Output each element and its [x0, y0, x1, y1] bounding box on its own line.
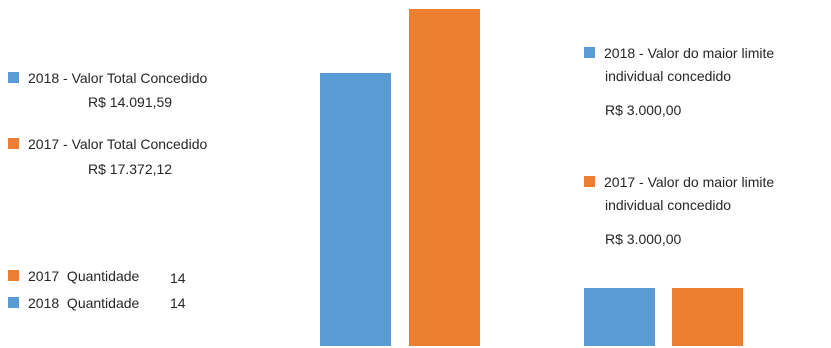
legend-swatch-2017 — [8, 138, 19, 149]
legend-item-qty-2017: 2017 Quantidade — [8, 266, 139, 286]
qty-2018-value: 14 — [170, 295, 186, 311]
legend-swatch-2018 — [8, 297, 19, 308]
legend-swatch-2017 — [8, 270, 19, 281]
legend-item-limit-2017: 2017 - Valor do maior limite — [584, 172, 774, 192]
legend-item-qty-2018: 2018 Quantidade — [8, 293, 139, 313]
legend-label-qty-2018: 2018 Quantidade — [28, 295, 140, 311]
legend-item-total-2017: 2017 - Valor Total Concedido — [8, 134, 207, 154]
legend-label-limit-2018-line2: individual concedido — [605, 68, 732, 84]
bar-total-2018 — [320, 73, 391, 346]
legend-item-total-2018: 2018 - Valor Total Concedido — [8, 68, 207, 88]
legend-swatch-2018 — [584, 47, 595, 58]
legend-label-total-2017: 2017 - Valor Total Concedido — [28, 136, 208, 152]
limit-2018-value: R$ 3.000,00 — [605, 102, 682, 118]
legend-item-limit-2018: 2018 - Valor do maior limite — [584, 43, 774, 63]
legend-label-qty-2017: 2017 Quantidade — [28, 268, 140, 284]
bar-limit-2018 — [584, 288, 655, 346]
legend-label-limit-2018-line1: 2018 - Valor do maior limite — [604, 45, 775, 61]
legend-swatch-2018 — [8, 72, 19, 83]
limit-2017-value: R$ 3.000,00 — [605, 231, 682, 247]
legend-label-limit-2017-line1: 2017 - Valor do maior limite — [604, 174, 775, 190]
legend-label-total-2018: 2018 - Valor Total Concedido — [28, 70, 208, 86]
legend-label-limit-2017-line2: individual concedido — [605, 197, 732, 213]
total-2018-value: R$ 14.091,59 — [88, 94, 173, 110]
legend-swatch-2017 — [584, 176, 595, 187]
qty-2017-value: 14 — [170, 270, 186, 286]
bar-total-2017 — [409, 9, 480, 346]
total-2017-value: R$ 17.372,12 — [88, 161, 173, 177]
bar-limit-2017 — [672, 288, 743, 346]
